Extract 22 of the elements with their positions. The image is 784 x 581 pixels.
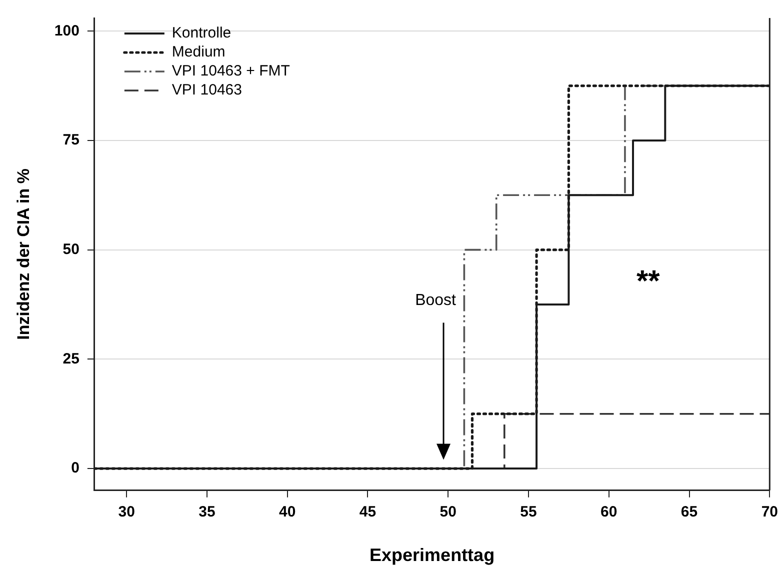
- x-tick-label: 45: [359, 504, 376, 521]
- x-tick-label: 70: [761, 504, 778, 521]
- y-axis-title: Inzidenz der CIA in %: [14, 168, 33, 340]
- x-tick-label: 30: [118, 504, 135, 521]
- x-axis-title: Experimenttag: [370, 545, 495, 566]
- x-tick-label: 60: [600, 504, 618, 521]
- x-tick-label: 35: [198, 504, 216, 521]
- legend-label: VPI 10463: [172, 82, 242, 99]
- y-tick-label: 75: [62, 132, 80, 149]
- x-tick-label: 40: [279, 504, 296, 521]
- legend-label: Medium: [172, 44, 226, 61]
- x-tick-label: 55: [520, 504, 537, 521]
- y-tick-label: 25: [62, 350, 80, 368]
- annotation: Boost: [415, 292, 457, 310]
- annotation: **: [636, 264, 660, 298]
- y-tick-label: 100: [54, 22, 80, 40]
- legend-label: Kontrolle: [172, 24, 232, 42]
- x-tick-label: 65: [680, 504, 698, 521]
- y-tick-label: 0: [71, 460, 80, 477]
- y-tick-label: 50: [62, 240, 80, 258]
- x-tick-label: 50: [440, 504, 456, 521]
- legend-label: VPI 10463 + FMT: [172, 62, 290, 80]
